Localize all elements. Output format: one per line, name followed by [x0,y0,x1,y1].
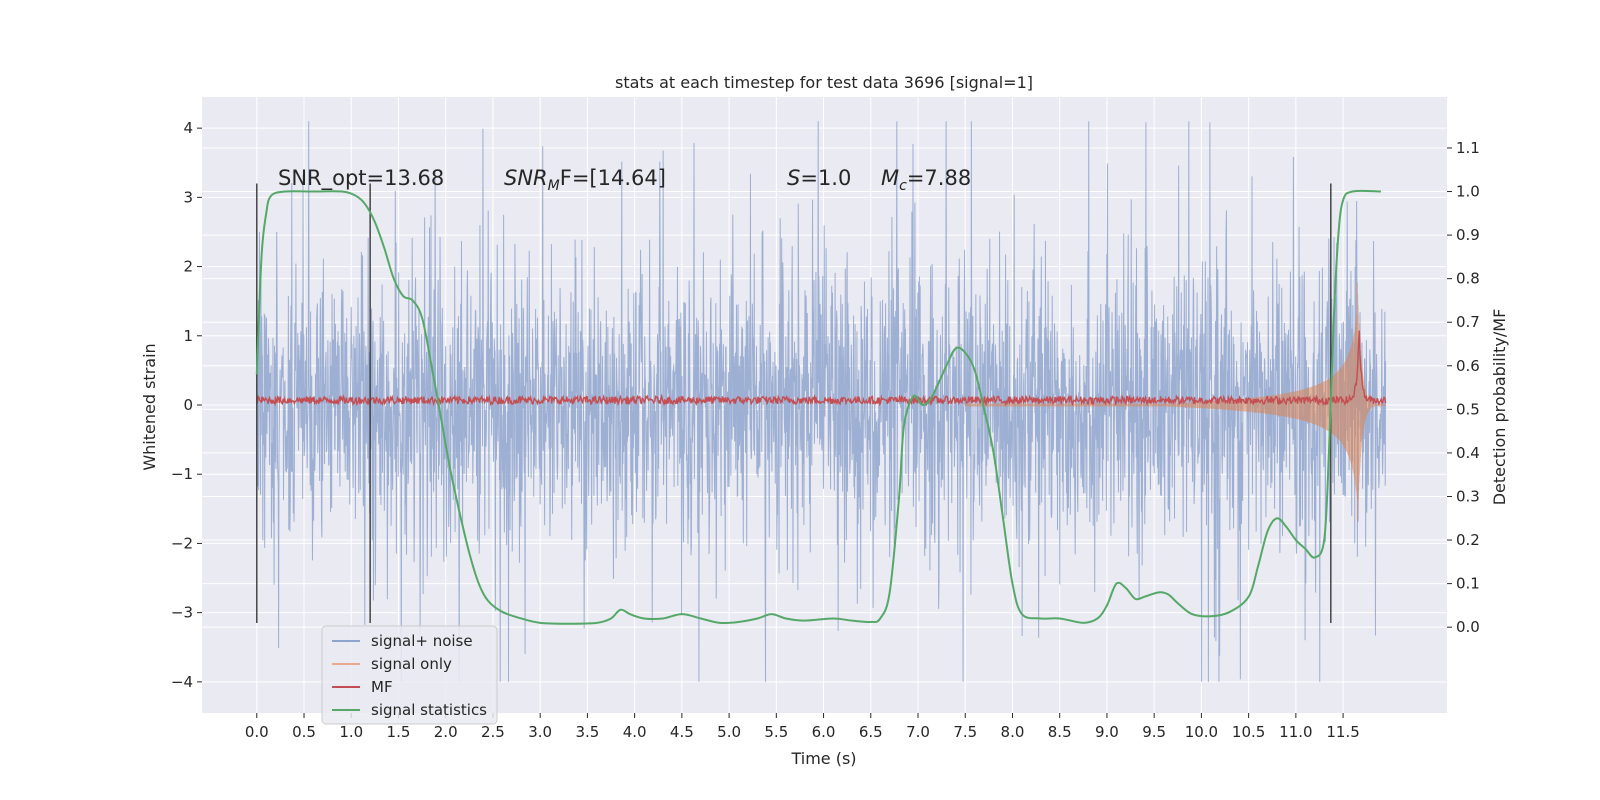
x-tick-label-12: 6.0 [812,723,836,741]
data-layer [256,121,1387,682]
signal-statistics-layer [255,189,1381,625]
y-tick-label-left-8: −4 [171,673,193,691]
annotations: SNR_opt=13.68 SNRMF=[14.64] S=1.0 Mc=7.8… [278,166,971,194]
x-tick-label-1: 0.5 [292,723,316,741]
y-tick-label-right-6: 0.5 [1456,400,1480,418]
y-tick-label-right-11: 0.0 [1456,618,1480,636]
y-tick-label-right-5: 0.6 [1456,357,1480,375]
legend-label-signal-noise: signal+ noise [371,632,473,650]
y-tick-label-left-2: 2 [183,258,193,276]
y-tick-label-left-3: 1 [183,327,193,345]
x-tick-label-0: 0.0 [245,723,269,741]
x-tick-label-16: 8.0 [1001,723,1025,741]
annotation-snr-opt: SNR_opt=13.68 [278,166,444,191]
x-tick-label-15: 7.5 [953,723,977,741]
y-tick-label-left-0: 4 [183,119,193,137]
y-tick-label-left-6: −2 [171,534,193,552]
x-tick-label-22: 11.0 [1279,723,1312,741]
tick-layer: 0.0 0.5 1.0 1.5 2.0 2.5 3.0 3.5 4.0 4.5 5.0 5.5 6.0 6… [171,119,1480,741]
series-mf [256,330,1387,407]
x-tick-label-3: 1.5 [387,723,411,741]
y-tick-label-right-7: 0.4 [1456,444,1480,462]
x-tick-label-17: 8.5 [1048,723,1072,741]
legend-label-signal-statistics: signal statistics [371,701,487,719]
x-tick-label-13: 6.5 [859,723,883,741]
y-tick-label-right-1: 1.0 [1456,183,1480,201]
x-tick-label-23: 11.5 [1326,723,1359,741]
annotation-s: S=1.0 [787,166,851,190]
x-tick-label-21: 10.5 [1232,723,1265,741]
x-tick-label-2: 1.0 [339,723,363,741]
y-tick-label-right-3: 0.8 [1456,270,1480,288]
y-tick-label-left-5: −1 [171,465,193,483]
x-tick-label-18: 9.0 [1095,723,1119,741]
y-tick-label-right-9: 0.2 [1456,531,1480,549]
legend-label-mf: MF [371,678,393,696]
y-tick-label-right-0: 1.1 [1456,139,1480,157]
x-axis-label: Time (s) [790,749,856,768]
annotation-snr-mf: SNRMF=[14.64] [504,166,666,194]
x-tick-label-20: 10.0 [1185,723,1218,741]
legend-label-signal-only: signal only [371,655,452,673]
x-tick-label-19: 9.5 [1142,723,1166,741]
x-tick-label-7: 3.5 [575,723,599,741]
series-signal-only [964,282,1386,522]
x-tick-label-9: 4.5 [670,723,694,741]
y-tick-label-left-1: 3 [183,188,193,206]
x-tick-label-5: 2.5 [481,723,505,741]
y-tick-label-right-2: 0.9 [1456,226,1480,244]
y-axis-label-right: Detection probability/MF [1490,309,1509,506]
y-axis-label-left: Whitened strain [140,343,159,470]
x-tick-label-11: 5.5 [764,723,788,741]
y-tick-label-right-4: 0.7 [1456,313,1480,331]
legend: signal+ noise signal only MF signal stat… [321,625,498,725]
y-tick-label-right-8: 0.3 [1456,487,1480,505]
y-tick-label-right-10: 0.1 [1456,575,1480,593]
x-tick-label-14: 7.0 [906,723,930,741]
x-tick-label-8: 4.0 [623,723,647,741]
x-tick-label-4: 2.0 [434,723,458,741]
y-tick-label-left-7: −3 [171,604,193,622]
legend-box [321,625,498,725]
x-tick-label-10: 5.0 [717,723,741,741]
series-signal-statistics [255,189,1381,625]
series-signal-noise [256,121,1387,682]
annotation-mc: Mc=7.88 [881,166,971,194]
x-tick-label-6: 3.0 [528,723,552,741]
chart-title: stats at each timestep for test data 369… [615,73,1033,92]
y-tick-label-left-4: 0 [183,396,193,414]
